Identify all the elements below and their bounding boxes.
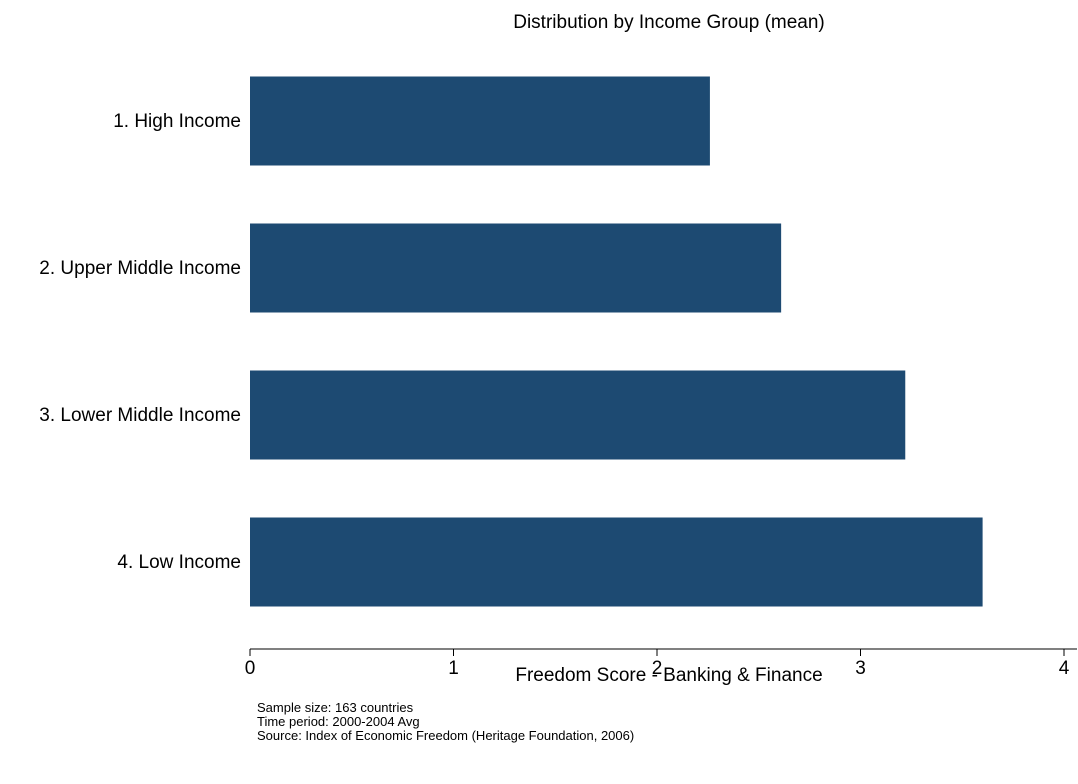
x-tick-label: 1: [448, 658, 459, 679]
category-label: 1. High Income: [113, 111, 241, 132]
bar: [250, 517, 983, 607]
note-sample-size: Sample size: 163 countries: [257, 700, 414, 715]
x-tick-label: 0: [245, 658, 256, 679]
x-axis-ticks: 0 1 2 3 4: [245, 649, 1070, 679]
chart-notes: Sample size: 163 countries Time period: …: [257, 701, 634, 743]
category-label: 3. Lower Middle Income: [39, 405, 241, 426]
bar: [250, 370, 906, 460]
category-label: 4. Low Income: [117, 552, 241, 573]
bar-chart: Distribution by Income Group (mean) 1. H…: [39, 12, 1077, 686]
category-label: 2. Upper Middle Income: [39, 258, 241, 279]
x-tick-label: 4: [1059, 658, 1070, 679]
note-source: Source: Index of Economic Freedom (Herit…: [257, 728, 635, 743]
x-tick-label: 2: [652, 658, 663, 679]
category-labels: 1. High Income 2. Upper Middle Income 3. L…: [39, 111, 241, 573]
bars-layer: [250, 76, 983, 607]
note-time-period: Time period: 2000-2004 Avg: [257, 714, 420, 729]
bar: [250, 76, 710, 166]
x-tick-label: 3: [855, 658, 866, 679]
x-axis-title: Freedom Score - Banking & Finance: [515, 665, 822, 686]
bar: [250, 223, 782, 313]
chart-title: Distribution by Income Group (mean): [513, 12, 825, 33]
